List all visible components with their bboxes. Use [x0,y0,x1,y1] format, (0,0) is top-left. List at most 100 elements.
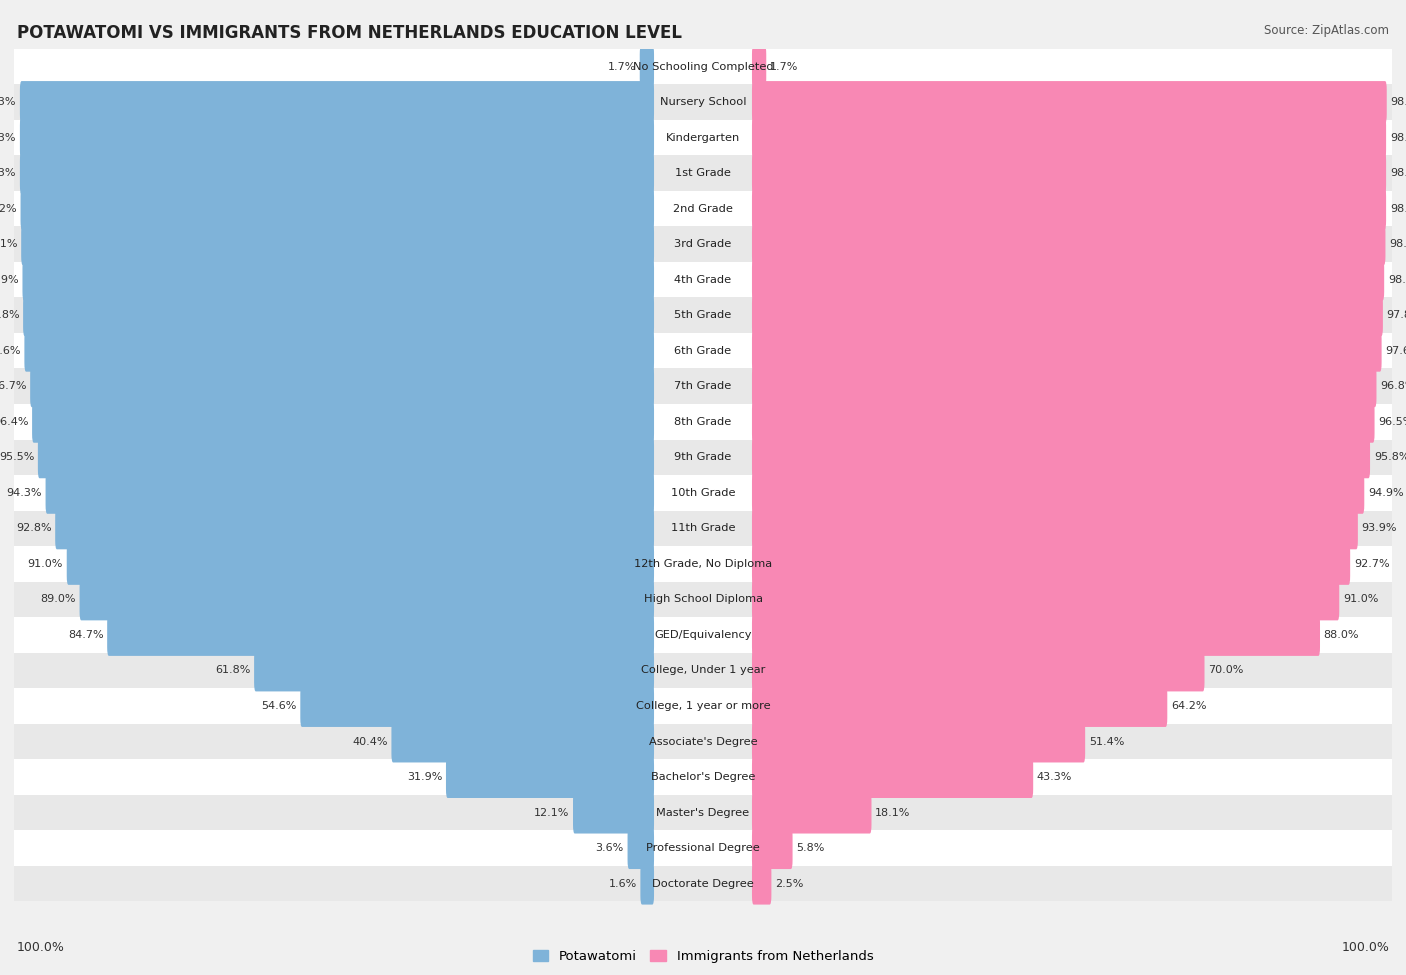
Bar [14,723,1392,760]
Bar [14,191,1392,226]
Text: 43.3%: 43.3% [1036,772,1073,782]
FancyBboxPatch shape [752,578,1340,620]
Text: 100.0%: 100.0% [17,941,65,954]
FancyBboxPatch shape [752,614,1320,656]
Bar [14,831,1392,866]
Text: Nursery School: Nursery School [659,98,747,107]
FancyBboxPatch shape [752,437,1369,479]
Bar [14,582,1392,617]
Text: 98.3%: 98.3% [1389,133,1406,142]
FancyBboxPatch shape [66,543,654,585]
FancyBboxPatch shape [30,366,654,408]
Text: 1.6%: 1.6% [609,878,637,888]
Text: 12.1%: 12.1% [534,807,569,818]
FancyBboxPatch shape [752,46,766,88]
Text: 88.0%: 88.0% [1323,630,1360,640]
Bar [14,297,1392,332]
FancyBboxPatch shape [640,863,654,905]
Bar [14,866,1392,901]
Text: 3rd Grade: 3rd Grade [675,239,731,250]
Text: 95.8%: 95.8% [1374,452,1406,462]
FancyBboxPatch shape [752,721,1085,762]
Text: 91.0%: 91.0% [1343,595,1378,604]
Text: 8th Grade: 8th Grade [675,416,731,427]
Text: 4th Grade: 4th Grade [675,275,731,285]
Bar [14,49,1392,84]
Text: 9th Grade: 9th Grade [675,452,731,462]
Text: 61.8%: 61.8% [215,666,250,676]
FancyBboxPatch shape [45,472,654,514]
Text: 98.2%: 98.2% [0,204,17,214]
FancyBboxPatch shape [80,578,654,620]
FancyBboxPatch shape [752,294,1384,336]
Text: 97.6%: 97.6% [0,346,21,356]
Text: 2nd Grade: 2nd Grade [673,204,733,214]
Bar [14,440,1392,475]
Text: 96.4%: 96.4% [0,416,28,427]
Text: College, 1 year or more: College, 1 year or more [636,701,770,711]
Text: 89.0%: 89.0% [41,595,76,604]
Text: 2.5%: 2.5% [775,878,803,888]
Text: High School Diploma: High School Diploma [644,595,762,604]
FancyBboxPatch shape [752,507,1358,549]
Text: 97.8%: 97.8% [1386,310,1406,320]
Text: College, Under 1 year: College, Under 1 year [641,666,765,676]
Text: 96.8%: 96.8% [1381,381,1406,391]
FancyBboxPatch shape [20,117,654,159]
Bar [14,332,1392,369]
Text: 96.7%: 96.7% [0,381,27,391]
FancyBboxPatch shape [20,152,654,194]
Text: 6th Grade: 6th Grade [675,346,731,356]
FancyBboxPatch shape [752,792,872,834]
FancyBboxPatch shape [752,117,1386,159]
FancyBboxPatch shape [107,614,654,656]
Text: Associate's Degree: Associate's Degree [648,736,758,747]
Text: 31.9%: 31.9% [406,772,443,782]
FancyBboxPatch shape [752,258,1384,300]
Text: Doctorate Degree: Doctorate Degree [652,878,754,888]
Text: 10th Grade: 10th Grade [671,488,735,498]
Text: 98.1%: 98.1% [0,239,17,250]
Text: 11th Grade: 11th Grade [671,524,735,533]
Bar [14,652,1392,688]
FancyBboxPatch shape [752,756,1033,798]
Text: Kindergarten: Kindergarten [666,133,740,142]
Legend: Potawatomi, Immigrants from Netherlands: Potawatomi, Immigrants from Netherlands [527,945,879,968]
Text: 84.7%: 84.7% [67,630,104,640]
Bar [14,511,1392,546]
FancyBboxPatch shape [752,685,1167,727]
Text: 98.3%: 98.3% [1389,168,1406,178]
Text: 91.0%: 91.0% [28,559,63,568]
Text: 97.6%: 97.6% [1385,346,1406,356]
Text: 70.0%: 70.0% [1208,666,1243,676]
FancyBboxPatch shape [301,685,654,727]
FancyBboxPatch shape [627,827,654,869]
Text: 93.9%: 93.9% [1361,524,1398,533]
Text: 97.9%: 97.9% [0,275,18,285]
FancyBboxPatch shape [752,863,772,905]
Text: 1.7%: 1.7% [607,61,636,71]
Text: 94.9%: 94.9% [1368,488,1403,498]
FancyBboxPatch shape [752,366,1376,408]
Text: 98.3%: 98.3% [1389,204,1406,214]
Text: 1.7%: 1.7% [770,61,799,71]
Text: 51.4%: 51.4% [1088,736,1125,747]
FancyBboxPatch shape [752,223,1385,265]
Text: Professional Degree: Professional Degree [647,843,759,853]
Text: 18.1%: 18.1% [875,807,911,818]
Text: 96.5%: 96.5% [1378,416,1406,427]
Text: No Schooling Completed: No Schooling Completed [633,61,773,71]
Text: 98.3%: 98.3% [0,168,17,178]
Text: 7th Grade: 7th Grade [675,381,731,391]
FancyBboxPatch shape [20,81,654,123]
Text: Master's Degree: Master's Degree [657,807,749,818]
Bar [14,84,1392,120]
Text: GED/Equivalency: GED/Equivalency [654,630,752,640]
FancyBboxPatch shape [752,81,1386,123]
Bar [14,155,1392,191]
FancyBboxPatch shape [446,756,654,798]
Text: 98.3%: 98.3% [0,133,17,142]
FancyBboxPatch shape [752,187,1386,229]
Bar [14,120,1392,155]
Text: 54.6%: 54.6% [262,701,297,711]
